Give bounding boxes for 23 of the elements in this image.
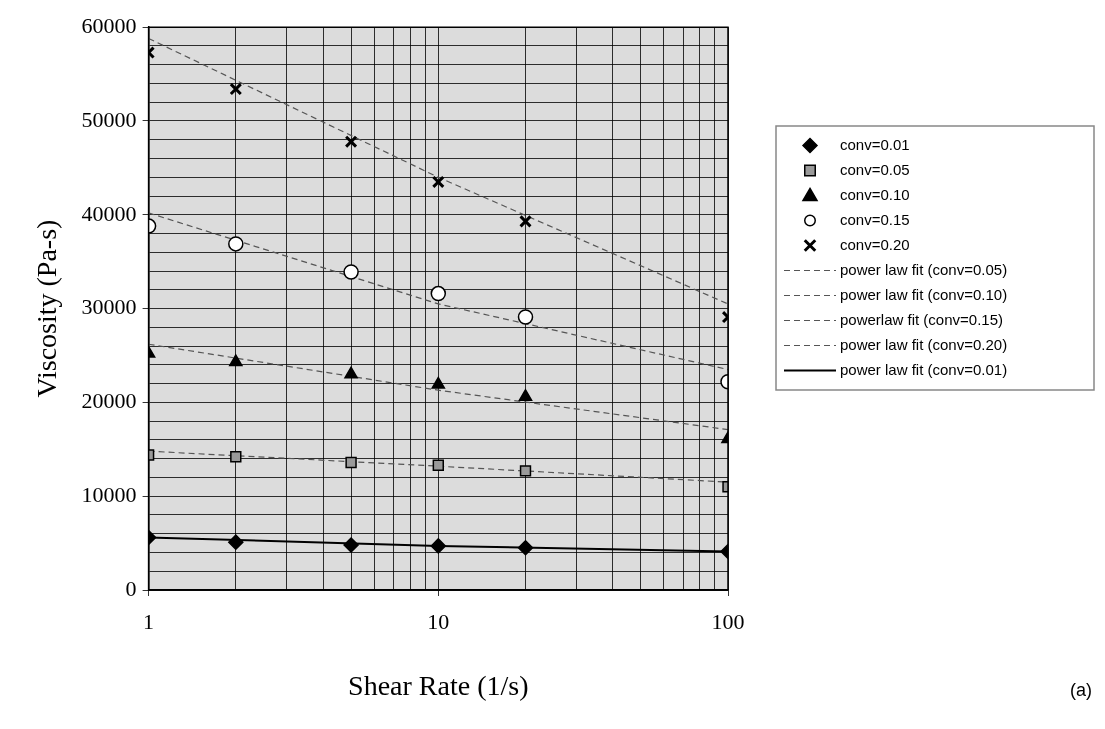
x-tick-label: 100 xyxy=(711,608,745,634)
y-tick-label: 40000 xyxy=(81,200,137,226)
y-tick-label: 60000 xyxy=(81,12,137,38)
legend-label: conv=0.05 xyxy=(840,160,910,178)
y-tick-label: 20000 xyxy=(81,388,137,414)
text: (a) xyxy=(1070,679,1092,700)
legend-label: power law fit (conv=0.05) xyxy=(840,260,1008,278)
legend-label: conv=0.01 xyxy=(840,135,910,153)
x-axis-title: Shear Rate (1/s) xyxy=(348,669,529,701)
legend-label: conv=0.10 xyxy=(840,185,910,203)
legend-label: powerlaw fit (conv=0.15) xyxy=(840,310,1003,328)
legend-label: conv=0.20 xyxy=(840,235,910,253)
y-tick-label: 0 xyxy=(125,575,137,601)
y-tick-label: 30000 xyxy=(81,294,137,320)
legend-label: power law fit (conv=0.01) xyxy=(840,360,1008,378)
x-tick-label: 1 xyxy=(143,608,155,634)
legend-label: power law fit (conv=0.20) xyxy=(840,335,1008,353)
y-tick-label: 50000 xyxy=(81,106,137,132)
legend-label: power law fit (conv=0.10) xyxy=(840,285,1008,303)
y-axis-title: Viscosity (Pa-s) xyxy=(31,219,63,398)
y-tick-label: 10000 xyxy=(81,481,137,507)
x-tick-label: 10 xyxy=(427,608,450,634)
legend-label: conv=0.15 xyxy=(840,210,910,228)
